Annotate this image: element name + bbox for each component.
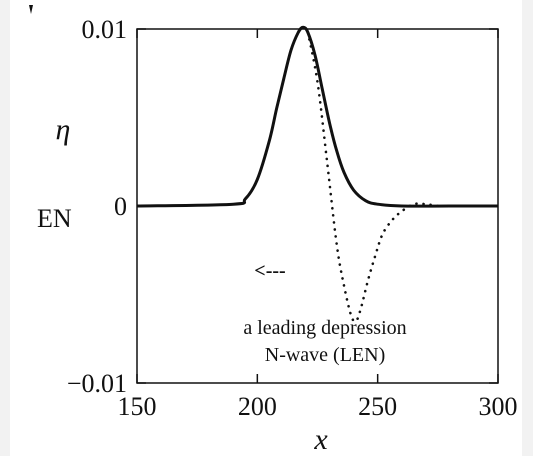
x-tick-label-200: 200 — [238, 392, 277, 421]
direction-arrow: <--- — [254, 260, 285, 282]
x-axis-label: x — [313, 423, 328, 456]
y-tick-label-bottom: −0.01 — [67, 369, 127, 398]
y-tick-label-zero: 0 — [114, 192, 127, 221]
y-axis-label: η — [56, 113, 71, 146]
series-layer — [136, 25, 498, 323]
series-solid-line — [136, 25, 498, 208]
annotation-line-2: N-wave (LEN) — [265, 344, 386, 366]
axis-ticks — [136, 28, 499, 384]
x-tick-label-250: 250 — [358, 392, 397, 421]
y-tick-label-top: 0.01 — [82, 15, 128, 44]
cut-off-mark — [29, 5, 33, 14]
x-tick-label-150: 150 — [118, 392, 157, 421]
annotation-line-1: a leading depression — [243, 317, 406, 339]
cut-off-label: EN — [37, 204, 72, 233]
figure-panel — [10, 0, 522, 456]
x-tick-label-300: 300 — [479, 392, 518, 421]
y-tick-labels: 0.01 0 −0.01 — [67, 15, 127, 398]
series-dotted-line — [306, 31, 440, 323]
x-tick-labels: 150 200 250 300 — [118, 392, 518, 421]
